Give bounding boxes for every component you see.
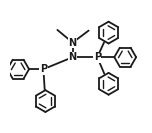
Text: N: N bbox=[69, 52, 77, 62]
Text: N: N bbox=[69, 38, 77, 48]
Text: P: P bbox=[94, 52, 101, 62]
Text: P: P bbox=[40, 64, 47, 74]
